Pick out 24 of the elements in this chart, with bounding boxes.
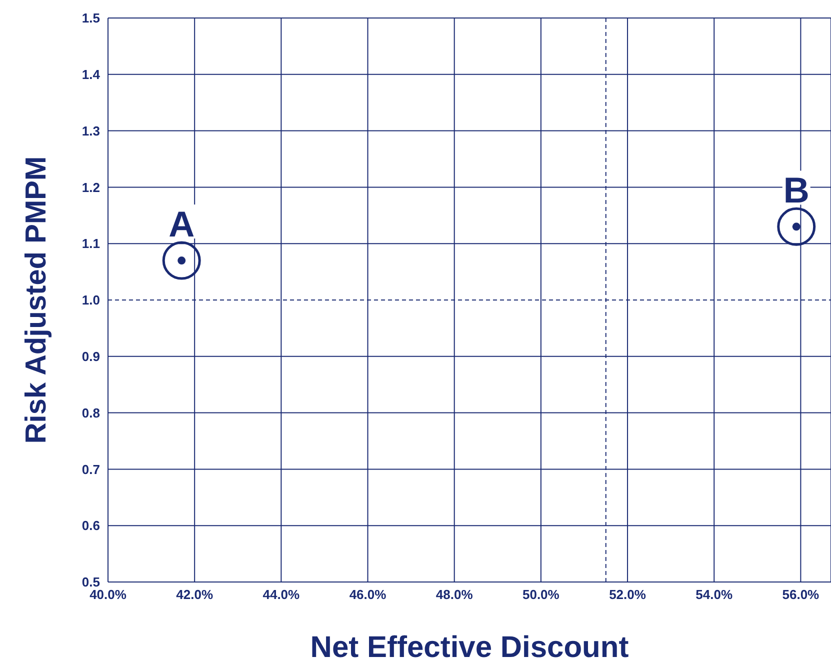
y-tick-label: 1.0 xyxy=(82,292,100,308)
y-tick-label: 1.4 xyxy=(82,67,101,82)
y-tick-label: 0.9 xyxy=(82,349,100,364)
x-tick-label: 48.0% xyxy=(436,587,474,602)
x-axis-title: Net Effective Discount xyxy=(310,631,629,664)
x-tick-label: 52.0% xyxy=(609,587,646,602)
annotation: A xyxy=(168,204,195,245)
y-tick-label: 0.6 xyxy=(82,518,100,534)
y-tick-label: 1.3 xyxy=(82,123,100,138)
x-tick-label: 42.0% xyxy=(176,587,214,602)
y-tick-label: 1.2 xyxy=(82,180,100,195)
y-tick-label: 1.1 xyxy=(82,236,100,252)
y-tick-label: 1.5 xyxy=(82,10,100,26)
x-tick-label: 44.0% xyxy=(262,587,300,602)
y-tick-label: 0.7 xyxy=(82,462,100,477)
annotation: B xyxy=(783,170,810,211)
x-tick-label: 50.0% xyxy=(522,587,560,602)
x-tick-label: 54.0% xyxy=(696,587,733,602)
y-tick-label: 0.5 xyxy=(82,574,100,590)
y-axis-title: Risk Adjusted PMPM xyxy=(20,156,53,444)
x-tick-label: 56.0% xyxy=(782,587,820,602)
y-tick-label: 0.8 xyxy=(82,405,100,420)
x-tick-label: 40.0% xyxy=(90,587,127,602)
x-tick-label: 46.0% xyxy=(349,587,387,602)
